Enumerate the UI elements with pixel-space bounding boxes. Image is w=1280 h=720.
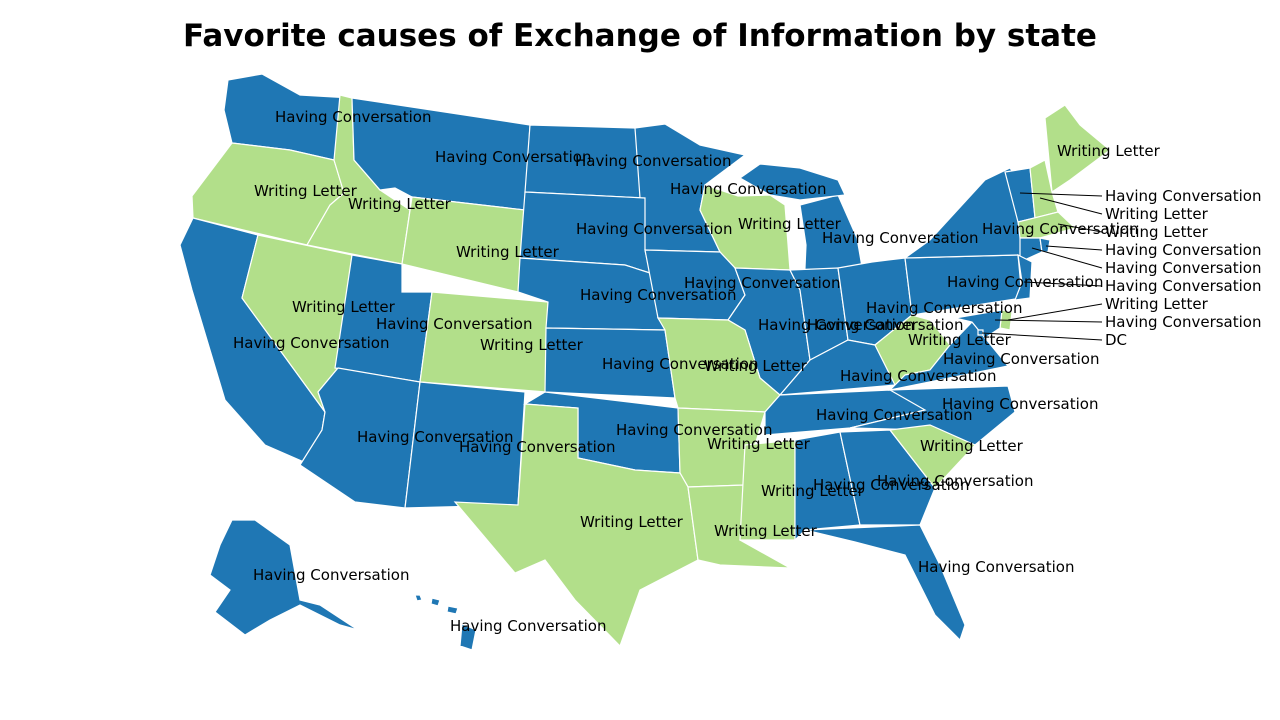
state-label-mi: Having Conversation bbox=[822, 229, 978, 247]
state-label-al: Having Conversation bbox=[813, 476, 969, 494]
callout-line-ct bbox=[1031, 247, 1103, 269]
state-label-nm: Having Conversation bbox=[459, 438, 615, 456]
state-label-fl: Having Conversation bbox=[918, 558, 1074, 576]
state-label-co: Writing Letter bbox=[480, 336, 584, 354]
state-dc bbox=[977, 329, 984, 336]
callout-line-vt bbox=[1019, 192, 1103, 197]
callout-line-ri bbox=[1045, 245, 1103, 251]
state-label-tx: Writing Letter bbox=[580, 513, 684, 531]
state-label-ny: Having Conversation bbox=[982, 220, 1138, 238]
state-label-ak: Having Conversation bbox=[253, 566, 409, 584]
state-label-ga: Having Conversation bbox=[877, 472, 1033, 490]
state-upmi bbox=[738, 163, 846, 201]
state-label-in: Having Conversation bbox=[807, 316, 963, 334]
state-fl bbox=[804, 524, 966, 642]
state-label-id: Writing Letter bbox=[348, 195, 452, 213]
state-ga bbox=[839, 429, 936, 526]
callout-label-de: Writing Letter bbox=[1105, 295, 1209, 313]
callout-leaders bbox=[981, 192, 1103, 341]
state-label-oh: Having Conversation bbox=[866, 299, 1022, 317]
state-al bbox=[794, 431, 861, 542]
state-label-mo: Writing Letter bbox=[704, 357, 808, 375]
callout-label-ri: Having Conversation bbox=[1105, 241, 1261, 259]
callout-label-nj: Having Conversation bbox=[1105, 277, 1261, 295]
state-label-wi: Writing Letter bbox=[738, 215, 842, 233]
state-label-la: Writing Letter bbox=[714, 522, 818, 540]
state-label-nv: Writing Letter bbox=[292, 298, 396, 316]
callout-line-nh bbox=[1039, 197, 1103, 215]
state-label-ia: Having Conversation bbox=[684, 274, 840, 292]
state-sc bbox=[888, 424, 977, 489]
callout-label-dc: DC bbox=[1105, 331, 1127, 349]
state-label-nc: Having Conversation bbox=[942, 395, 1098, 413]
map-title: Favorite causes of Exchange of Informati… bbox=[183, 18, 1097, 54]
state-label-ok: Having Conversation bbox=[616, 421, 772, 439]
state-tx bbox=[453, 403, 699, 648]
state-label-ms: Writing Letter bbox=[761, 482, 865, 500]
callout-line-nj bbox=[1023, 281, 1103, 287]
state-label-az: Having Conversation bbox=[357, 428, 513, 446]
state-label-wa: Having Conversation bbox=[275, 108, 431, 126]
state-label-wy: Writing Letter bbox=[456, 243, 560, 261]
states-layer bbox=[179, 73, 1111, 651]
state-label-hi: Having Conversation bbox=[450, 617, 606, 635]
callout-label-vt: Having Conversation bbox=[1105, 187, 1261, 205]
callout-line-de bbox=[1007, 303, 1103, 321]
state-label-sc: Writing Letter bbox=[920, 437, 1024, 455]
state-label-me: Writing Letter bbox=[1057, 142, 1161, 160]
callout-label-md: Having Conversation bbox=[1105, 313, 1261, 331]
state-label-va: Having Conversation bbox=[943, 350, 1099, 368]
state-nj bbox=[1014, 253, 1033, 301]
state-label-ar: Writing Letter bbox=[707, 435, 811, 453]
state-label-mn: Having Conversation bbox=[670, 180, 826, 198]
state-label-ut: Having Conversation bbox=[376, 315, 532, 333]
state-md bbox=[954, 309, 1003, 339]
callout-label-ma: Writing Letter bbox=[1105, 223, 1209, 241]
state-label-ks: Having Conversation bbox=[602, 355, 758, 373]
state-label-mt: Having Conversation bbox=[435, 148, 591, 166]
state-ak bbox=[209, 519, 359, 636]
callout-label-ct: Having Conversation bbox=[1105, 259, 1261, 277]
state-label-sd: Having Conversation bbox=[576, 220, 732, 238]
state-label-ne: Having Conversation bbox=[580, 286, 736, 304]
callout-line-dc bbox=[981, 332, 1103, 341]
state-hi bbox=[414, 594, 477, 651]
state-label-il: Having Conversation bbox=[758, 316, 914, 334]
callout-line-ma bbox=[1057, 223, 1103, 233]
state-ma bbox=[1017, 211, 1077, 239]
state-ri bbox=[1039, 237, 1051, 253]
state-label-ca: Having Conversation bbox=[233, 334, 389, 352]
state-label-tn: Having Conversation bbox=[816, 406, 972, 424]
state-label-nd: Having Conversation bbox=[575, 152, 731, 170]
state-label-ky: Having Conversation bbox=[840, 367, 996, 385]
state-label-or: Writing Letter bbox=[254, 182, 358, 200]
callout-line-md bbox=[994, 319, 1103, 323]
state-label-pa: Having Conversation bbox=[947, 273, 1103, 291]
callout-label-nh: Writing Letter bbox=[1105, 205, 1209, 223]
state-label-wv: Writing Letter bbox=[908, 331, 1012, 349]
